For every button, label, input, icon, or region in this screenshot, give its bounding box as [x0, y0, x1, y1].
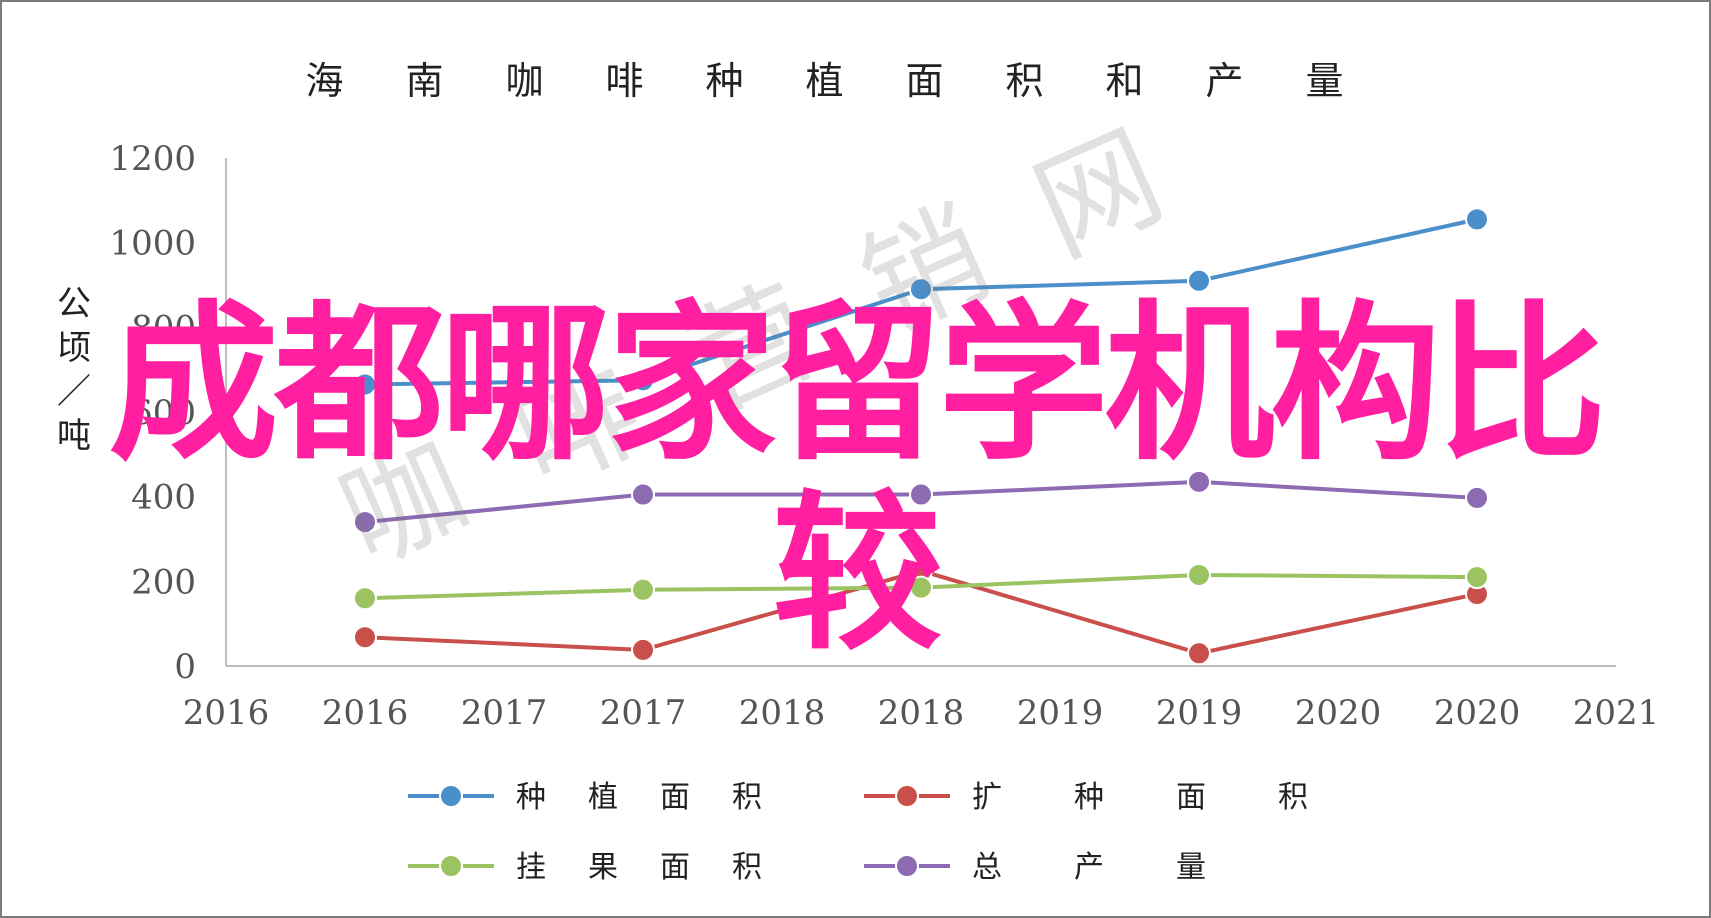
legend-label-0: 种植面积 [516, 780, 804, 815]
data-point-0-3 [1187, 268, 1211, 293]
x-tick-label: 2018 [878, 693, 965, 733]
y-tick-label: 800 [131, 308, 196, 348]
legend-label-3: 总产量 [972, 850, 1278, 885]
x-tick-label: 2016 [322, 693, 409, 733]
y-tick-label: 1000 [109, 224, 196, 264]
data-point-3-0 [353, 510, 377, 535]
data-point-3-2 [909, 482, 933, 507]
data-point-2-2 [909, 575, 933, 600]
legend-marker-2 [439, 854, 463, 878]
data-point-1-0 [353, 625, 377, 650]
data-point-1-3 [1187, 641, 1211, 666]
y-tick-label: 1200 [109, 139, 196, 179]
overlay-headline: 成都哪家留学机构比 较 [0, 290, 1711, 670]
y-tick-label: 0 [174, 647, 196, 687]
x-tick-label: 2017 [461, 693, 548, 733]
x-tick-label: 2016 [183, 693, 270, 733]
data-point-3-1 [631, 482, 655, 507]
x-tick-label: 2019 [1156, 693, 1243, 733]
data-point-2-3 [1187, 562, 1211, 587]
axes: 0 200 400 600 800 1000 1200 2016 2016 2017 2017 201… [109, 139, 1659, 733]
x-tick-label: 2017 [600, 693, 687, 733]
y-tick-label: 400 [131, 478, 196, 518]
legend-label-2: 挂果面积 [516, 850, 804, 885]
y-tick-label: 600 [131, 393, 196, 433]
data-point-0-2 [909, 277, 933, 302]
legend-marker-1 [895, 784, 919, 808]
x-tick-label: 2021 [1573, 693, 1660, 733]
data-point-2-1 [631, 577, 655, 602]
data-point-3-3 [1187, 469, 1211, 494]
data-point-2-4 [1465, 565, 1489, 590]
overlay-line-1: 成都哪家留学机构比 [108, 286, 1606, 484]
overlay-line-2: 较 [772, 476, 942, 674]
series-group [353, 207, 1489, 666]
data-point-0-4 [1465, 207, 1489, 232]
x-tick-label: 2018 [739, 693, 826, 733]
legend-label-1: 扩种面积 [972, 780, 1380, 815]
legend-marker-0 [439, 784, 463, 808]
y-axis-label: 公顷／吨 [57, 284, 91, 456]
x-tick-label: 2019 [1017, 693, 1104, 733]
chart-title: 海南咖啡种植面积和产量 [305, 59, 1406, 103]
data-point-1-1 [631, 637, 655, 662]
data-point-0-0 [353, 372, 377, 397]
data-point-3-4 [1465, 485, 1489, 510]
data-point-0-1 [631, 368, 655, 393]
legend-marker-3 [895, 854, 919, 878]
x-tick-label: 2020 [1295, 693, 1382, 733]
x-tick-label: 2020 [1434, 693, 1521, 733]
data-point-2-0 [353, 586, 377, 611]
y-tick-label: 200 [131, 562, 196, 602]
